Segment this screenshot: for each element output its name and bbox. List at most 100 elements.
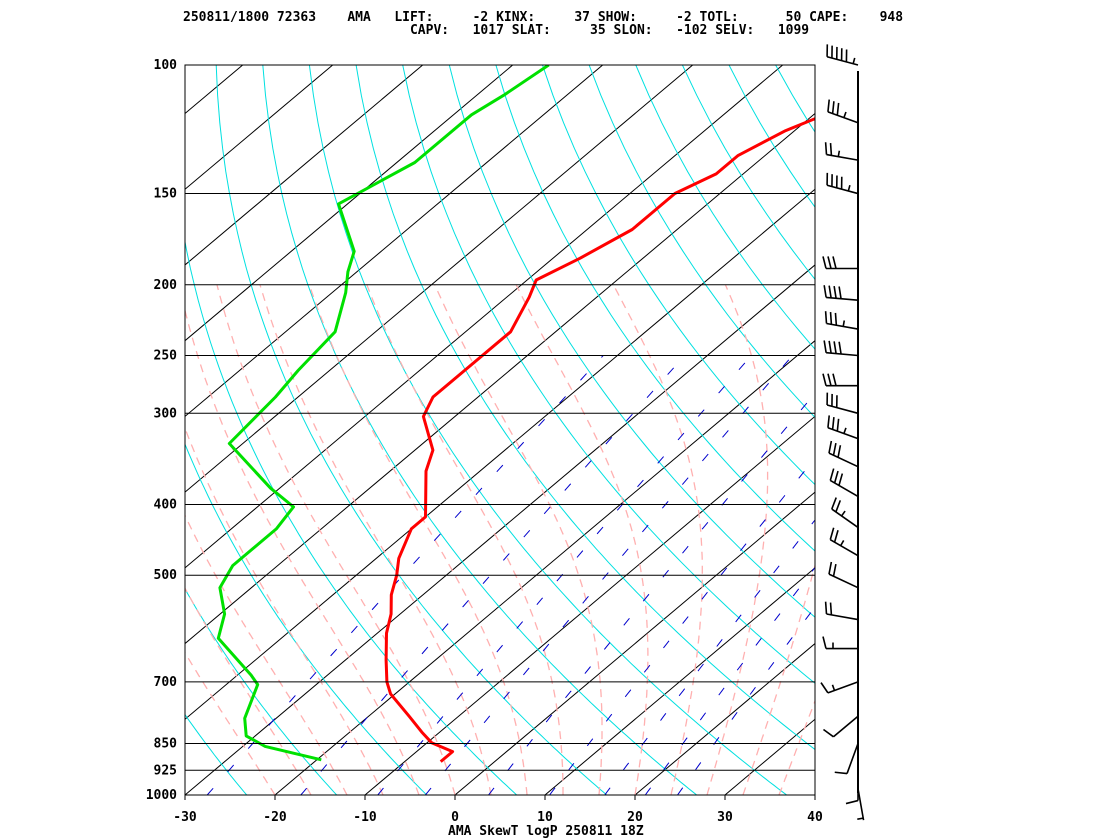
wind-barb-half-flag — [857, 817, 864, 820]
wind-barb-flag — [829, 468, 835, 481]
wind-barb-staff — [826, 404, 859, 415]
isotherm-line — [634, 642, 815, 795]
mixing-ratio-line — [604, 519, 815, 795]
wind-barb — [828, 440, 859, 468]
wind-barb-flag — [838, 286, 842, 299]
wind-barb-flag — [833, 285, 837, 299]
moist-adiabat-line — [216, 284, 456, 795]
wind-barb — [831, 497, 859, 529]
wind-barb-flag — [829, 311, 833, 325]
wind-barb — [820, 681, 859, 694]
wind-barb-staff — [829, 538, 859, 557]
wind-barb-flag — [824, 142, 828, 155]
wind-barb — [823, 340, 859, 357]
wind-barb — [824, 142, 859, 161]
wind-barb-half-flag — [852, 57, 856, 64]
isotherm-line — [454, 491, 815, 795]
wind-barb-flag — [824, 311, 828, 324]
wind-barb — [829, 468, 859, 498]
wind-barb-flag — [837, 445, 842, 458]
wind-barb-half-flag — [842, 320, 846, 327]
wind-barb-staff — [826, 322, 859, 330]
wind-barb-flag — [822, 636, 827, 649]
wind-barb — [824, 601, 859, 621]
moist-adiabat-line — [706, 284, 769, 795]
wind-barb-flag — [836, 102, 840, 116]
dry-adiabat-line — [1009, 65, 1120, 795]
wind-barbs — [820, 44, 865, 821]
moist-adiabat-line — [742, 562, 815, 795]
wind-barb-half-flag — [843, 111, 847, 118]
isotherm-line — [274, 340, 815, 795]
temperature-tick-label: 20 — [627, 810, 643, 825]
wind-barb-flag — [835, 500, 842, 513]
moist-adiabat-line — [185, 513, 348, 795]
temperature-tick-label: 0 — [451, 810, 459, 825]
wind-barb — [822, 373, 858, 387]
wind-barb-flag — [827, 373, 832, 386]
wind-barb-flag — [829, 143, 833, 156]
isotherm-line — [364, 415, 815, 795]
temperature-tick-label: -10 — [353, 810, 377, 825]
wind-barb-half-flag — [843, 427, 847, 434]
dry-adiabat-line — [822, 65, 1120, 795]
mixing-ratio-line — [300, 355, 686, 795]
temperature-profile-line — [384, 117, 815, 763]
wind-barb-flag — [822, 256, 827, 269]
moist-adiabat-line — [612, 284, 703, 795]
moist-adiabat-line — [259, 284, 492, 795]
pressure-tick-label: 200 — [154, 278, 178, 293]
wind-barb-staff — [827, 681, 859, 694]
wind-barb-staff — [831, 508, 859, 529]
wind-barb-flag — [822, 373, 827, 386]
wind-barb-staff — [828, 452, 859, 468]
wind-barb-flag — [831, 417, 835, 430]
wind-barb-staff — [832, 715, 859, 738]
isotherm-line — [185, 65, 333, 190]
wind-barb-half-flag — [831, 684, 836, 691]
isotherm-line — [185, 65, 603, 418]
wind-barb-flag — [838, 473, 844, 486]
moist-adiabat-line — [185, 426, 384, 795]
wind-barb — [826, 392, 859, 415]
wind-barb-flag — [827, 415, 831, 428]
wind-barb-flag — [829, 527, 835, 540]
wind-barb-staff — [826, 296, 859, 302]
pressure-tick-label: 150 — [154, 187, 178, 202]
moist-adiabat-line — [308, 284, 528, 795]
dry-adiabat-line — [869, 65, 1120, 795]
mixing-ratio-line — [425, 355, 793, 795]
isotherm-line — [185, 65, 243, 115]
pressure-tick-label: 1000 — [146, 788, 177, 803]
dry-adiabat-line — [916, 65, 1120, 795]
header-line-2: CAPV: 1017 SLAT: 35 SLON: -102 SELV: 109… — [183, 23, 809, 38]
wind-barb-flag — [828, 561, 833, 575]
dry-adiabat-line — [402, 65, 815, 684]
dry-adiabat-line — [588, 65, 815, 419]
dry-adiabat-line — [185, 239, 518, 795]
wind-barb — [857, 788, 865, 821]
wind-barb-flag — [836, 418, 840, 432]
dry-adiabat-line — [1055, 65, 1120, 795]
isotherm-line — [185, 264, 815, 795]
wind-barb-staff — [827, 111, 859, 124]
mixing-ratio-line — [549, 457, 815, 795]
wind-barb-half-flag — [847, 184, 851, 192]
wind-barb-flag — [834, 771, 848, 775]
dry-adiabat-line — [0, 65, 157, 795]
pressure-tick-label: 250 — [154, 348, 178, 363]
wind-barb-flag — [831, 497, 837, 510]
dewpoint-profile-line — [216, 65, 550, 762]
footer-title: AMA SkewT logP 250811 18Z — [448, 824, 644, 839]
wind-barb-flag — [833, 470, 839, 484]
isotherm-line — [544, 567, 815, 795]
moist-adiabat-line — [185, 308, 420, 795]
wind-barb-flag — [827, 256, 832, 269]
isotherm-line — [814, 794, 815, 795]
wind-barb-flag — [834, 312, 838, 326]
wind-barb-staff — [829, 479, 859, 498]
wind-barb — [826, 172, 859, 195]
wind-barb-flag — [823, 728, 834, 738]
pressure-tick-label: 300 — [154, 406, 178, 421]
